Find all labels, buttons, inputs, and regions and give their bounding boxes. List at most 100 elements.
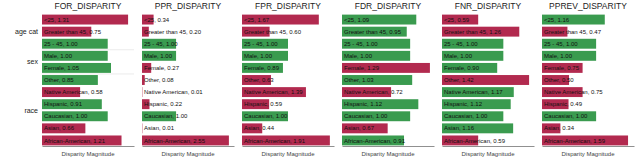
data-label: Hispanic, 1.12: [344, 101, 383, 107]
group-label: sex: [27, 58, 38, 65]
bar: [342, 75, 412, 85]
bar: [342, 27, 407, 37]
data-label: <25, 1.16: [544, 17, 570, 23]
bar: [42, 99, 102, 109]
data-label: 25 - 45, 1.00: [344, 41, 378, 47]
bar: [442, 51, 503, 61]
data-label: <25, 1.09: [344, 17, 370, 23]
data-label: 25 - 45, 1.00: [544, 41, 578, 47]
data-label: Male, 1.00: [144, 53, 173, 59]
bar: [242, 135, 330, 145]
bar: [42, 51, 108, 61]
bar: [442, 87, 514, 97]
bar: [442, 15, 478, 25]
data-label: Other, 0.50: [544, 77, 574, 83]
data-label: Native American, 0.75: [544, 89, 603, 95]
data-label: African-American, 0.59: [444, 138, 506, 144]
data-label: <25, 0.34: [144, 17, 170, 23]
bar: [42, 63, 111, 73]
data-label: Caucasian, 1.00: [344, 113, 388, 119]
panel-title: PPR_DISPARITY: [155, 1, 222, 11]
data-label: African-American, 1.21: [44, 138, 106, 144]
axis-line: [143, 146, 235, 147]
bar: [142, 51, 176, 61]
data-label: Male, 1.00: [244, 53, 273, 59]
panel: FNR_DISPARITYDisparity Magnitude<25, 0.5…: [442, 1, 535, 157]
data-label: Female, 1.29: [344, 65, 380, 71]
bar: [442, 27, 519, 37]
bar: [42, 135, 122, 145]
bar: [442, 111, 503, 121]
plot-area: [242, 15, 330, 146]
bar: [42, 75, 98, 85]
panel: FDR_DISPARITYDisparity Magnitude<25, 1.0…: [342, 1, 435, 157]
bar: [542, 51, 596, 61]
data-label: Caucasian, 1.00: [444, 113, 488, 119]
bar: [342, 63, 430, 73]
data-label: Female, 0.75: [544, 65, 580, 71]
axis-line: [243, 146, 335, 147]
data-label: Greater than 45, 0.20: [144, 29, 202, 35]
axis-line: [543, 146, 635, 147]
panel: PPR_DISPARITY Disparity Magnitude <25, 0.3…: [142, 1, 235, 157]
plot-area: [142, 15, 229, 146]
data-label: Hispanic, 0.49: [544, 101, 583, 107]
bar: [242, 15, 319, 25]
panel-title: FOR_DISPARITY: [55, 1, 122, 11]
data-label: <25, 1.31: [44, 17, 70, 23]
data-label: Female, 1.05: [44, 65, 80, 71]
bar: [342, 51, 410, 61]
data-label: Male, 1.00: [344, 53, 373, 59]
axis-title: Disparity Magnitude: [261, 151, 315, 157]
data-label: Greater than 45, 0.75: [44, 29, 102, 35]
data-label: Male, 1.00: [444, 53, 473, 59]
data-label: Asian, 0.34: [544, 125, 575, 131]
axis-line: [43, 146, 135, 147]
panel-title: FDR_DISPARITY: [355, 1, 422, 11]
bar: [42, 15, 128, 25]
data-label: Greater than 45, 0.95: [344, 29, 402, 35]
data-label: Caucasian, 1.00: [44, 113, 88, 119]
data-label: Native American, 0.72: [344, 89, 403, 95]
bar: [142, 87, 143, 97]
bar: [542, 15, 605, 25]
panel: FOR_DISPARITY Disparity Magnitude <25, 1.3…: [42, 1, 135, 157]
bar: [342, 123, 388, 133]
bar: [242, 63, 283, 73]
axis-line: [343, 146, 435, 147]
bar: [442, 39, 503, 49]
bar: [542, 39, 596, 49]
bar: [342, 99, 418, 109]
data-label: Other, 0.85: [44, 77, 74, 83]
bar: [542, 111, 596, 121]
data-label: Female, 0.90: [444, 65, 480, 71]
bar: [42, 123, 85, 133]
panel: FPR_DISPARITYDisparity Magnitude<25, 1.6…: [242, 1, 335, 157]
figure: FOR_DISPARITY Disparity Magnitude <25, 1.3…: [0, 0, 640, 165]
data-label: Native American, 1.17: [444, 89, 503, 95]
data-label: Native American, 0.01: [144, 89, 203, 95]
bar: [342, 39, 410, 49]
data-label: Other, 1.03: [344, 77, 374, 83]
data-label: Hispanic, 0.22: [144, 101, 183, 107]
axis-title: Disparity Magnitude: [61, 151, 115, 157]
bar: [342, 111, 410, 121]
data-label: Greater than 45, 0.47: [544, 29, 602, 35]
data-label: African-American, 2.55: [144, 138, 206, 144]
data-label: 25 - 45, 1.00: [244, 41, 278, 47]
group-label: age cat: [15, 28, 38, 36]
bar: [42, 111, 108, 121]
bar: [242, 111, 288, 121]
axis-title: Disparity Magnitude: [461, 151, 515, 157]
bar: [42, 39, 108, 49]
data-label: Asian, 0.44: [244, 125, 275, 131]
x-axis: [43, 146, 135, 147]
data-label: Native American, 0.58: [44, 89, 103, 95]
axis-title: Disparity Magnitude: [161, 151, 215, 157]
data-label: African-American, 0.91: [344, 138, 406, 144]
bar: [442, 123, 513, 133]
data-label: Other, 1.42: [444, 77, 474, 83]
group-separator: [42, 73, 134, 74]
x-axis: [543, 146, 635, 147]
bar: [442, 63, 497, 73]
